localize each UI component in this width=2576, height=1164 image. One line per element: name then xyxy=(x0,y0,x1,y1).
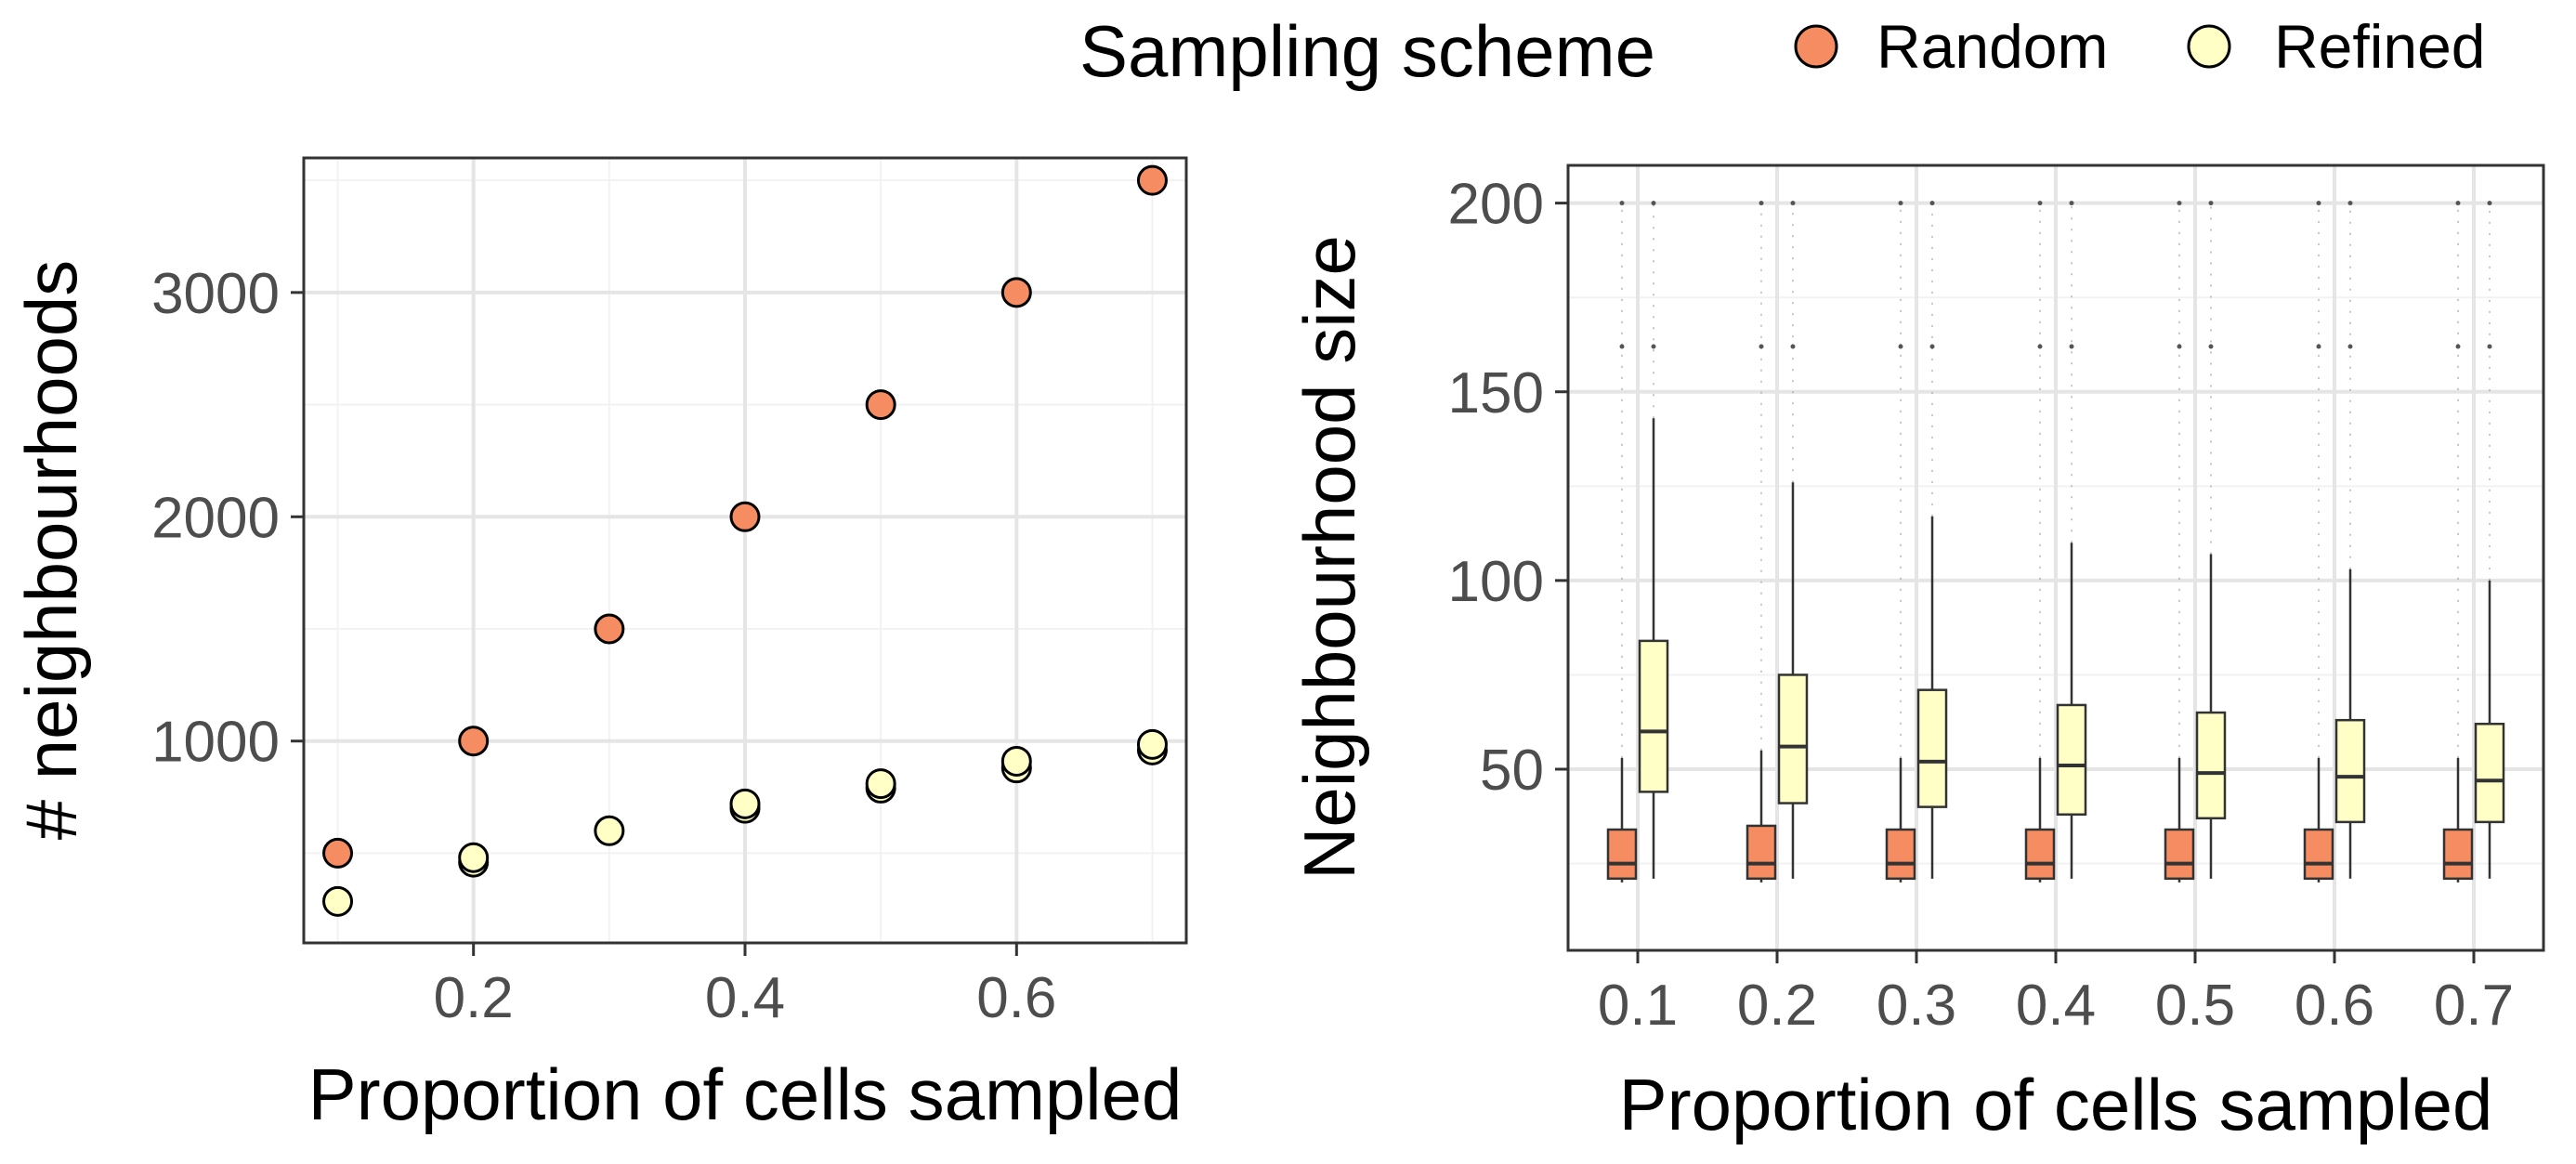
boxplot-y-tick-label: 200 xyxy=(1448,173,1544,237)
scatter-point-refined xyxy=(729,788,761,819)
boxplot-y-tick-label: 150 xyxy=(1448,361,1544,425)
boxplot-outlier-point-random xyxy=(2316,201,2321,206)
boxplot-outlier-point-random xyxy=(2316,344,2321,349)
scatter-panel: 0.2 0.4 0.6 1000 2000 3000 Proportion of cell… xyxy=(10,156,1188,1135)
scatter-x-tick-label: 0.4 xyxy=(705,966,785,1030)
scatter-x-axis-title: Proportion of cells sampled xyxy=(308,1053,1183,1135)
scatter-point-random xyxy=(1136,164,1168,196)
boxplot-outlier-point-random xyxy=(1759,344,1764,349)
boxplot-box-refined xyxy=(2195,711,2227,820)
boxplot-box-refined xyxy=(2474,723,2505,824)
scatter-x-tick-label: 0.6 xyxy=(976,966,1056,1030)
scatter-y-tick-label: 3000 xyxy=(151,262,280,326)
scatter-y-tick-label: 1000 xyxy=(151,711,280,775)
legend-label-refined: Refined xyxy=(2274,12,2486,81)
boxplot-x-tick-label: 0.4 xyxy=(2016,974,2096,1038)
boxplot-x-tick-label: 0.6 xyxy=(2295,974,2374,1038)
boxplot-x-tick-label: 0.2 xyxy=(1737,974,1817,1038)
boxplot-outlier-point-refined xyxy=(2069,201,2074,206)
legend: Sampling scheme Random Refined xyxy=(1079,10,2486,92)
scatter-y-tick-label: 2000 xyxy=(151,486,280,550)
scatter-point-random xyxy=(458,726,490,757)
scatter-ticks: 0.2 0.4 0.6 1000 2000 3000 xyxy=(151,262,1056,1030)
boxplot-marks xyxy=(1606,201,2505,883)
boxplot-outlier-point-refined xyxy=(2069,344,2074,349)
boxplot-panel: 50 100 150 200 0.1 0.2 0.3 0.4 0.5 0.6 0.7 Proport… xyxy=(1288,163,2545,1145)
boxplot-outlier-point-refined xyxy=(1790,201,1796,206)
legend-label-random: Random xyxy=(1876,12,2108,81)
boxplot-outlier-point-random xyxy=(1759,201,1764,206)
boxplot-box-random xyxy=(2303,828,2334,881)
boxplot-outlier-point-random xyxy=(1619,344,1625,349)
boxplot-box-refined xyxy=(1916,688,1948,808)
scatter-point-random xyxy=(865,389,896,421)
boxplot-box-refined xyxy=(1638,639,1669,793)
boxplot-box-random xyxy=(1885,828,1916,881)
scatter-y-axis-title: # neighbourhoods xyxy=(10,260,92,841)
scatter-point-refined xyxy=(1000,745,1032,777)
scatter-points xyxy=(322,164,1168,917)
boxplot-outlier-point-random xyxy=(2037,344,2043,349)
boxplot-outlier-point-refined xyxy=(2347,201,2353,206)
boxplot-outlier-point-refined xyxy=(1790,344,1796,349)
boxplot-outlier-point-random xyxy=(1619,201,1625,206)
boxplot-outlier-point-refined xyxy=(1651,201,1656,206)
boxplot-outlier-point-refined xyxy=(2487,201,2492,206)
boxplot-x-axis-title: Proportion of cells sampled xyxy=(1619,1064,2493,1145)
boxplot-y-tick-label: 50 xyxy=(1480,739,1544,803)
boxplot-box-random xyxy=(1606,828,1638,881)
boxplot-outlier-point-random xyxy=(2177,201,2182,206)
boxplot-outlier-point-random xyxy=(2037,201,2043,206)
boxplot-box-random xyxy=(2024,828,2056,881)
boxplot-outlier-point-refined xyxy=(2208,201,2214,206)
boxplot-outlier-point-refined xyxy=(2487,344,2492,349)
boxplot-ticks: 50 100 150 200 0.1 0.2 0.3 0.4 0.5 0.6 0.7 xyxy=(1448,173,2515,1038)
scatter-point-refined xyxy=(594,815,625,846)
scatter-point-refined xyxy=(322,885,354,917)
legend-key-random xyxy=(1794,24,1838,69)
legend-title: Sampling scheme xyxy=(1079,10,1655,92)
boxplot-y-axis-title: Neighbourhood size xyxy=(1288,235,1370,880)
boxplot-x-tick-label: 0.3 xyxy=(1876,974,1956,1038)
boxplot-outlier-point-random xyxy=(2455,201,2461,206)
boxplot-grid xyxy=(1568,165,2543,950)
legend-key-refined xyxy=(2187,24,2231,69)
scatter-point-random xyxy=(1000,277,1032,308)
boxplot-box-random xyxy=(1746,824,1777,881)
boxplot-x-tick-label: 0.5 xyxy=(2155,974,2235,1038)
boxplot-box-refined xyxy=(2056,703,2087,816)
scatter-point-random xyxy=(729,501,761,532)
boxplot-outlier-point-refined xyxy=(2347,344,2353,349)
boxplot-outlier-point-refined xyxy=(1929,344,1935,349)
boxplot-outlier-point-random xyxy=(1898,201,1903,206)
boxplot-outlier-point-refined xyxy=(2208,344,2214,349)
scatter-point-refined xyxy=(458,842,490,873)
boxplot-box-random xyxy=(2164,828,2195,881)
boxplot-outlier-point-random xyxy=(1898,344,1903,349)
scatter-point-random xyxy=(594,613,625,645)
boxplot-box-refined xyxy=(2334,718,2366,824)
scatter-point-random xyxy=(322,837,354,869)
boxplot-box-random xyxy=(2442,828,2474,881)
boxplot-outlier-point-refined xyxy=(1929,201,1935,206)
boxplot-y-tick-label: 100 xyxy=(1448,550,1544,614)
boxplot-x-tick-label: 0.1 xyxy=(1598,974,1678,1038)
boxplot-box-refined xyxy=(1777,674,1809,804)
scatter-x-tick-label: 0.2 xyxy=(434,966,514,1030)
scatter-point-refined xyxy=(865,768,896,800)
boxplot-x-tick-label: 0.7 xyxy=(2434,974,2514,1038)
scatter-point-refined xyxy=(1136,728,1168,760)
boxplot-outlier-point-random xyxy=(2177,344,2182,349)
boxplot-outlier-point-refined xyxy=(1651,344,1656,349)
boxplot-outlier-point-random xyxy=(2455,344,2461,349)
